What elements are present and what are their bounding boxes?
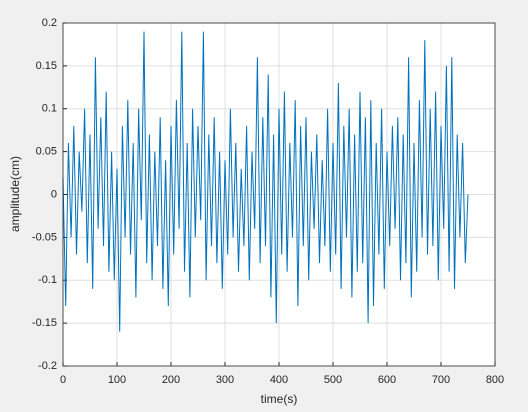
x-axis-label: time(s) (261, 392, 298, 406)
y-tick-label: -0.15 (32, 317, 57, 329)
y-tick-label: 0.2 (42, 17, 57, 29)
axes-box (62, 22, 496, 367)
y-tick-label: 0 (51, 188, 57, 200)
y-tick-label: -0.05 (32, 231, 57, 243)
x-tick-label: 500 (324, 374, 342, 386)
x-tick-label: 300 (216, 374, 234, 386)
x-tick-label: 800 (486, 374, 504, 386)
y-axis-label: amplitude(cm) (8, 156, 22, 232)
x-tick-label: 700 (432, 374, 450, 386)
data-line (62, 31, 469, 332)
y-tick-label: 0.1 (42, 103, 57, 115)
x-tick-label: 100 (108, 374, 126, 386)
y-tick-label: -0.1 (38, 274, 57, 286)
y-tick-label: 0.15 (36, 60, 57, 72)
y-tick-label: 0.05 (36, 146, 57, 158)
x-tick-label: 400 (270, 374, 288, 386)
x-tick-label: 200 (162, 374, 180, 386)
x-tick-label: 0 (60, 374, 66, 386)
x-tick-label: 600 (378, 374, 396, 386)
y-tick-label: -0.2 (38, 360, 57, 372)
